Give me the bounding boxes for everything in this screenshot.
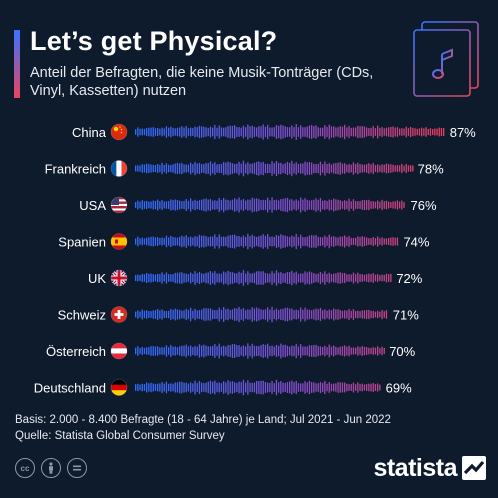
chart-subtitle: Anteil der Befragten, die keine Musik-To…	[30, 65, 374, 99]
value-label: 70%	[389, 344, 415, 359]
bar-row: USA 76%	[79, 196, 437, 214]
bar-row: Spanien 74%	[58, 233, 430, 250]
category-label: Österreich	[46, 344, 106, 359]
license-icons: cc	[15, 458, 87, 482]
attribution-icon[interactable]	[41, 458, 61, 478]
basis-note: Basis: 2.000 - 8.400 Befragte (18 - 64 J…	[15, 414, 391, 426]
value-label: 69%	[386, 381, 412, 396]
music-record-sleeve-icon	[413, 21, 479, 97]
bar-chart: China 87% Frankreich 78% USA 76% Spanien 74% UK 7…	[34, 123, 476, 396]
category-label: Deutschland	[34, 381, 106, 396]
spain-flag-icon	[110, 233, 128, 250]
bar-row: Frankreich 78%	[45, 160, 444, 177]
category-label: USA	[79, 198, 106, 213]
statista-logo-icon	[462, 456, 486, 480]
bar-row: Schweiz 71%	[58, 306, 419, 323]
value-label: 87%	[450, 125, 476, 140]
value-label: 74%	[403, 235, 429, 250]
switzerland-flag-icon	[110, 306, 128, 323]
austria-flag-icon	[110, 342, 128, 360]
france-flag-icon	[110, 160, 128, 177]
bar-row: Deutschland 69%	[34, 379, 412, 396]
uk-flag-icon	[110, 269, 128, 287]
bar	[135, 197, 405, 213]
footnote: Basis: 2.000 - 8.400 Befragte (18 - 64 J…	[15, 412, 391, 444]
category-label: UK	[88, 271, 106, 286]
bar	[135, 160, 414, 177]
statista-logo[interactable]: statista	[373, 452, 486, 484]
bar	[135, 379, 381, 396]
bar	[135, 306, 388, 323]
china-flag-icon	[110, 123, 128, 141]
value-label: 72%	[396, 271, 422, 286]
brand-wordmark: statista	[373, 453, 457, 482]
source-note: Quelle: Statista Global Consumer Survey	[15, 430, 225, 442]
bar	[135, 233, 399, 250]
category-label: China	[72, 125, 107, 140]
chart-title: Let’s get Physical?	[30, 26, 278, 56]
category-label: Spanien	[58, 235, 106, 250]
value-label: 76%	[411, 198, 437, 213]
bar-row: UK 72%	[88, 269, 423, 287]
value-label: 71%	[393, 308, 419, 323]
value-label: 78%	[418, 162, 444, 177]
no-derivatives-icon[interactable]	[67, 458, 87, 478]
germany-flag-icon	[110, 379, 128, 396]
title-accent-bar	[14, 30, 20, 98]
bar-row: Österreich 70%	[46, 342, 416, 360]
creative-commons-icon[interactable]: cc	[15, 458, 35, 478]
bar	[135, 343, 385, 359]
bar	[135, 270, 392, 286]
usa-flag-icon	[110, 196, 128, 214]
category-label: Schweiz	[58, 308, 106, 323]
bar-row: China 87%	[72, 123, 476, 141]
category-label: Frankreich	[45, 162, 106, 177]
bar	[135, 124, 445, 140]
